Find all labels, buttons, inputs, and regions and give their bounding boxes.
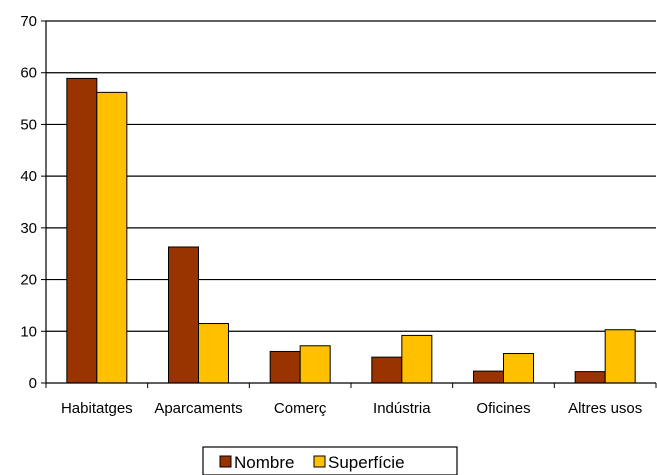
axes: [45, 21, 657, 388]
legend: Nombre Superfície: [202, 446, 458, 475]
y-tick-label: 20: [20, 272, 37, 289]
bar-superf-cie-0: [96, 91, 128, 384]
bar-superf-cie-4: [503, 353, 534, 384]
y-tick-label: 30: [20, 220, 37, 237]
bar-nombre-3: [371, 356, 403, 384]
x-tick-label: Comerç: [274, 400, 327, 417]
category-labels: Habitatges Aparcaments Comerç Indústria Ofic…: [61, 400, 642, 417]
y-tick-label: 10: [20, 323, 37, 340]
y-tick-label: 60: [20, 65, 37, 82]
legend-swatch-0: [219, 455, 232, 468]
bars: [66, 77, 636, 384]
bar-superf-cie-3: [401, 334, 433, 384]
bar-nombre-0: [66, 77, 98, 384]
y-tick-label: 70: [20, 13, 37, 30]
x-tick-label: Oficines: [476, 400, 530, 417]
x-tick-label: Habitatges: [61, 400, 133, 417]
bar-nombre-5: [574, 371, 606, 384]
bar-nombre-4: [473, 370, 504, 384]
legend-label-1: Superfície: [328, 453, 405, 472]
bar-nombre-2: [269, 350, 301, 384]
y-axis-tick-labels: 0 10 20 30 40 50 60 70: [20, 13, 37, 392]
bar-superf-cie-5: [604, 329, 636, 384]
legend-label-0: Nombre: [234, 453, 294, 472]
y-tick-label: 50: [20, 116, 37, 133]
gridlines: [41, 20, 656, 384]
bar-superf-cie-1: [198, 323, 229, 384]
bar-superf-cie-2: [299, 345, 331, 384]
x-tick-label: Altres usos: [568, 400, 642, 417]
legend-swatch-1: [313, 455, 326, 468]
y-tick-label: 40: [20, 168, 37, 185]
x-tick-label: Indústria: [373, 400, 431, 417]
x-tick-label: Aparcaments: [154, 400, 242, 417]
bar-nombre-1: [168, 246, 199, 384]
legend-box: [202, 446, 458, 475]
y-tick-label: 0: [29, 375, 37, 392]
